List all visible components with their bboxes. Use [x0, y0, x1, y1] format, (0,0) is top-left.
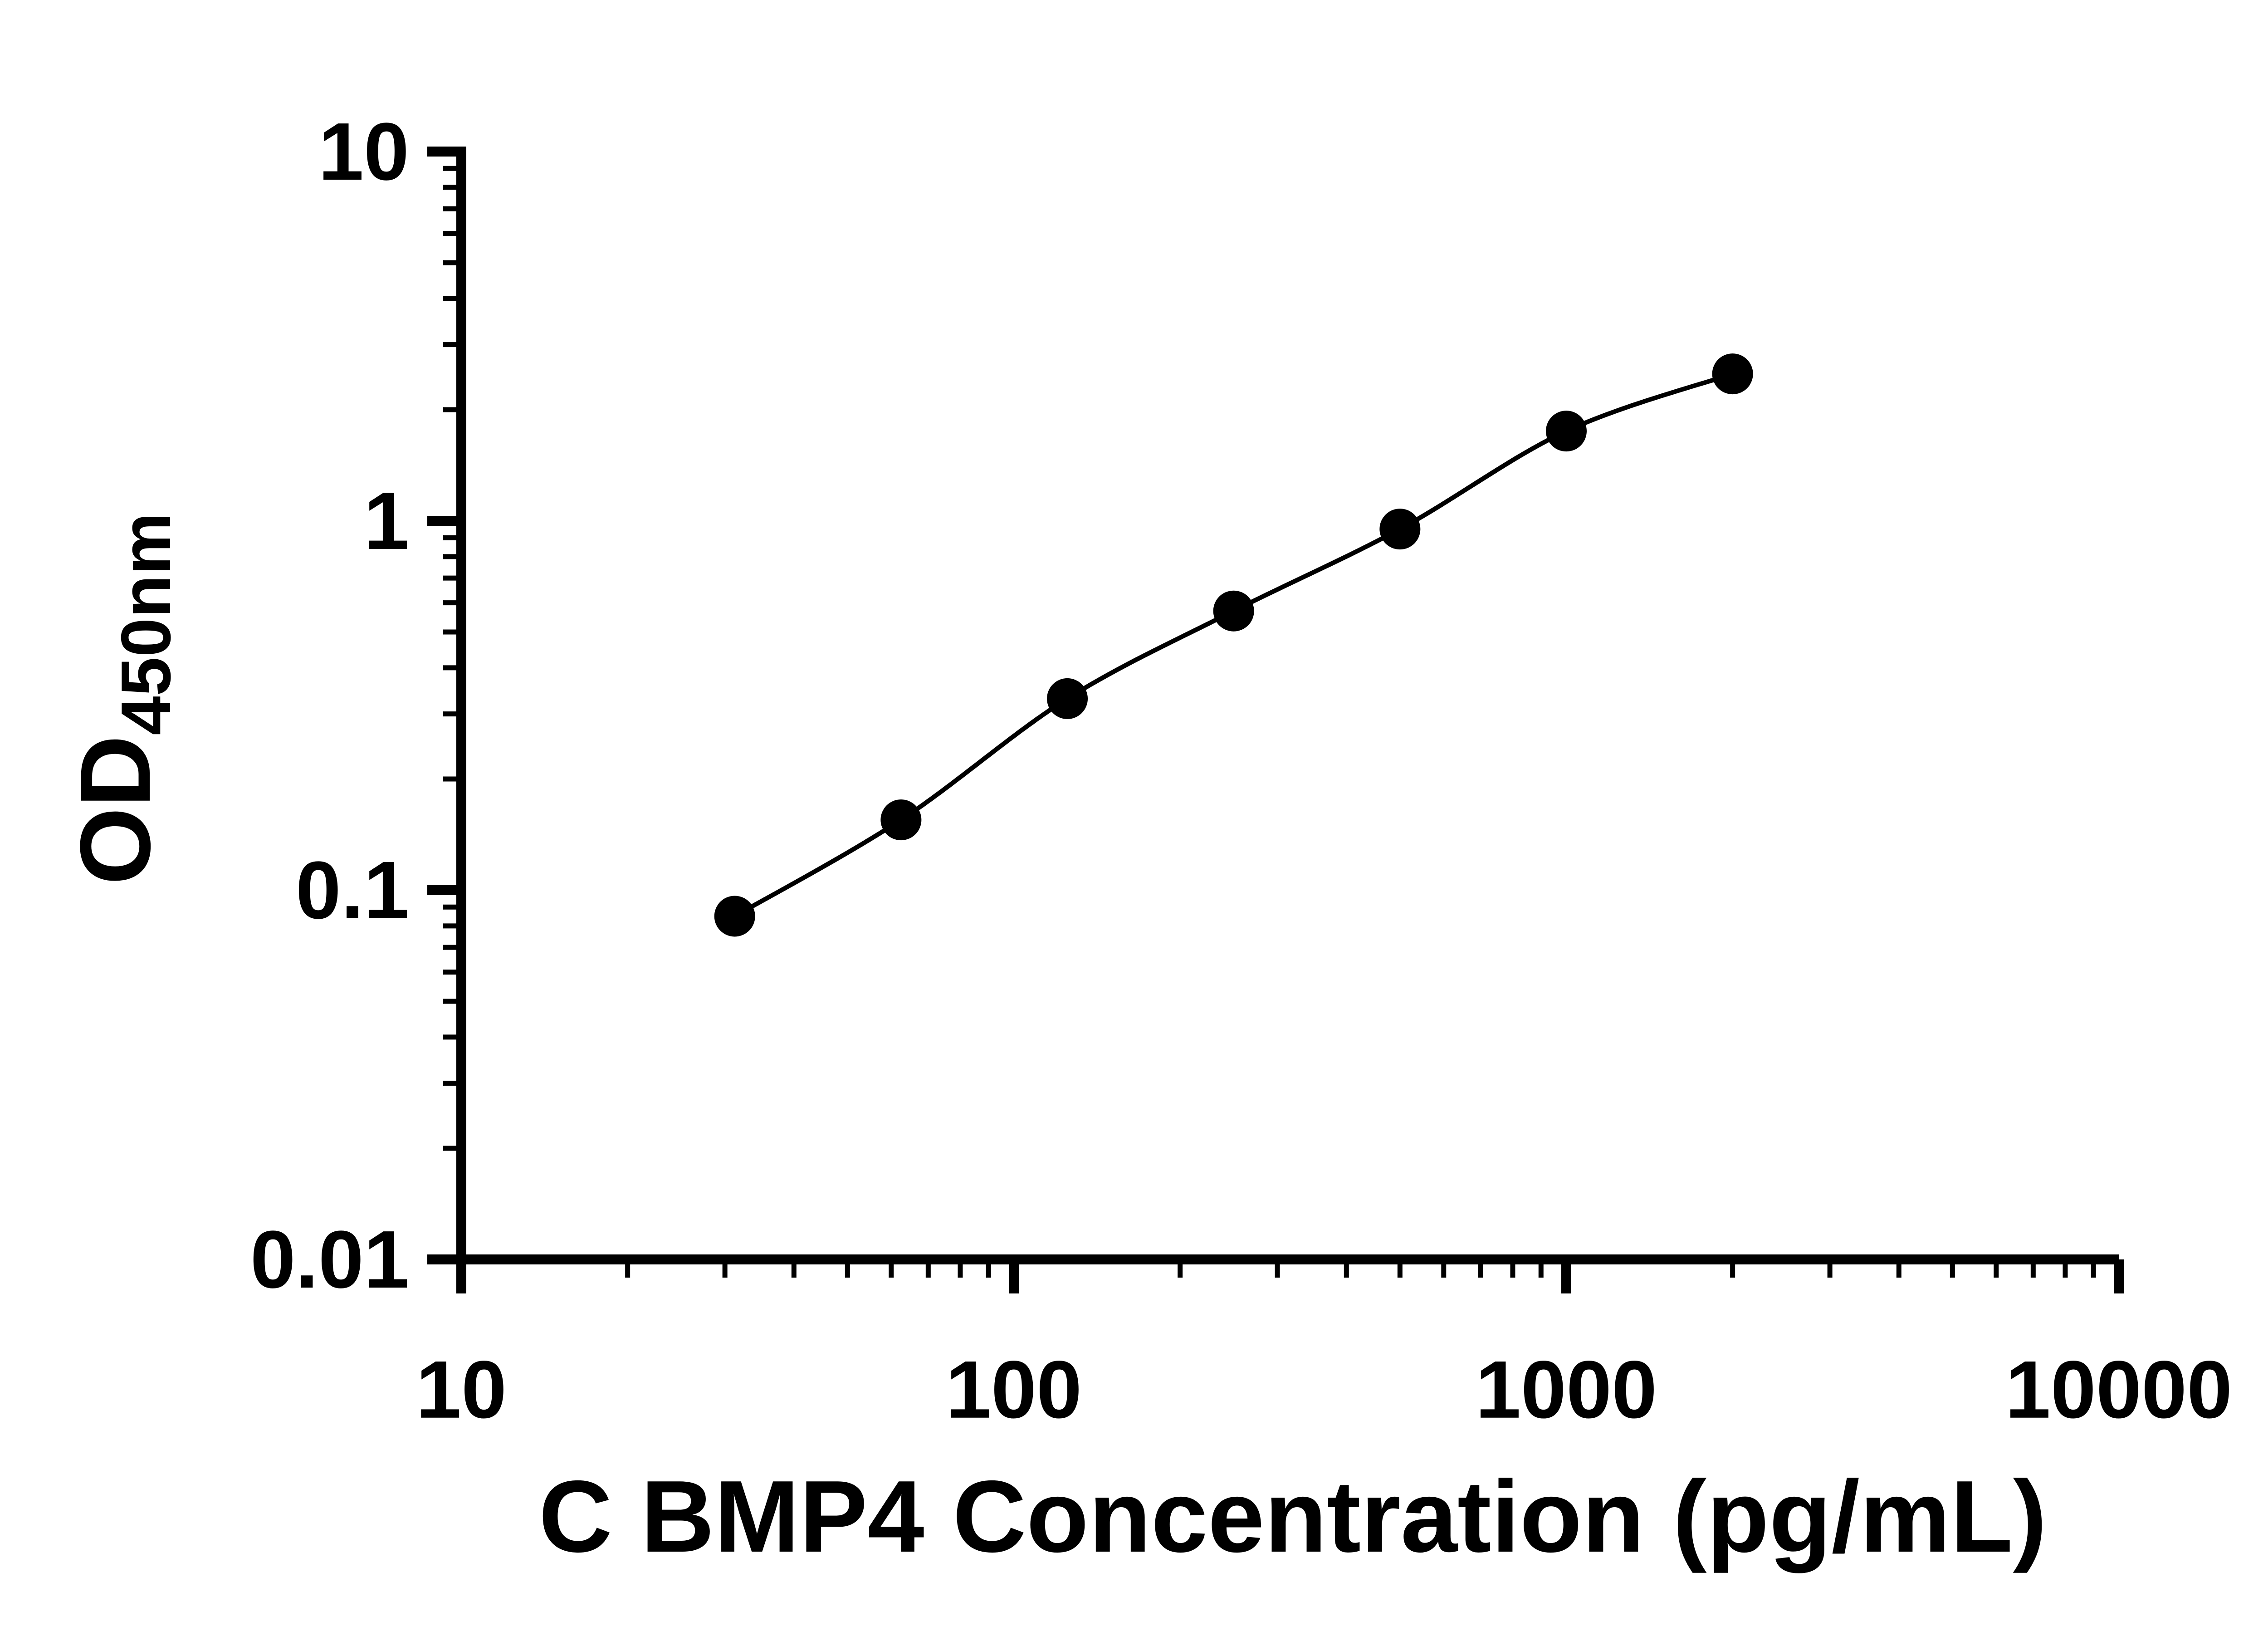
axes: [456, 147, 2119, 1264]
data-point: [714, 896, 755, 937]
tick-labels: 10 100 1000 10000 0.01 0.1 1 10: [250, 106, 2233, 1435]
x-tick-label: 100: [946, 1344, 1082, 1435]
data-series: [714, 353, 1753, 937]
data-point: [880, 799, 922, 841]
y-tick-label: 0.1: [296, 845, 409, 936]
y-axis-title-subscript: 450nm: [107, 512, 185, 735]
y-tick-label: 1: [364, 475, 409, 567]
y-axis-title: OD450nm: [59, 512, 185, 885]
major-ticks: [427, 147, 2124, 1293]
y-tick-label: 10: [318, 106, 409, 197]
x-tick-label: 10: [416, 1344, 507, 1435]
data-point: [1379, 509, 1421, 550]
y-tick-label: 0.01: [250, 1214, 409, 1305]
data-point: [1546, 411, 1587, 452]
minor-ticks: [443, 166, 2096, 1278]
x-axis-title: C BMP4 Concentration (pg/mL): [539, 1459, 2047, 1573]
data-point: [1712, 353, 1753, 395]
x-tick-label: 10000: [2005, 1344, 2233, 1435]
axis-lines: [456, 147, 2119, 1264]
y-axis-title-main: OD: [59, 735, 171, 885]
data-point: [1047, 678, 1088, 719]
curve-line: [733, 372, 1734, 918]
x-tick-label: 1000: [1476, 1344, 1657, 1435]
data-point: [1213, 590, 1254, 632]
